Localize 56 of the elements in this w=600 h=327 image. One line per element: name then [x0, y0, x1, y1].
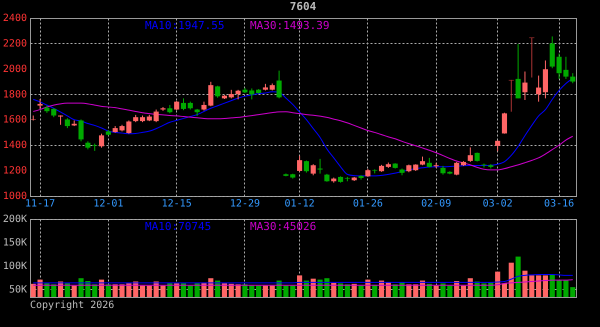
text: MA30:1493.39	[250, 19, 330, 32]
chart-title: 7604	[290, 0, 317, 13]
candlestick	[236, 89, 241, 100]
candlestick	[516, 44, 521, 99]
y-tick-label: 50K	[8, 284, 27, 296]
x-tick-label: 11-17	[25, 198, 56, 210]
candlestick	[30, 115, 36, 121]
candlestick	[542, 60, 548, 99]
y-tick-label: 150K	[2, 237, 27, 248]
candlestick	[174, 100, 180, 111]
x-tick-label: 12-01	[93, 198, 124, 210]
candlestick	[276, 70, 282, 99]
candlestick	[78, 118, 84, 142]
candlestick	[304, 160, 309, 174]
text: MA30:45026	[250, 220, 316, 233]
candlestick	[58, 114, 64, 126]
candlestick	[468, 146, 473, 162]
y-tick-label: 1400	[2, 140, 27, 152]
candlestick	[215, 85, 220, 98]
candlestick	[426, 157, 432, 168]
line-series	[32, 274, 574, 284]
candlestick	[297, 155, 302, 172]
text: MA10:1947.55	[145, 19, 224, 32]
candlestick	[536, 75, 542, 102]
candlestick	[180, 98, 186, 111]
x-tick-label: 03-16	[544, 198, 574, 210]
x-tick-label: 01-12	[284, 198, 315, 210]
y-tick-label: 1200	[2, 166, 27, 177]
x-tick-label: 12-29	[230, 198, 260, 210]
y-tick-label: 2400	[2, 13, 27, 24]
candlestick	[563, 56, 568, 80]
candlestick	[495, 140, 500, 152]
y-tick-label: 1000	[2, 191, 27, 202]
x-tick-label: 01-26	[352, 198, 383, 210]
x-tick-label: 02-09	[421, 198, 452, 210]
y-tick-label: 200K	[2, 214, 27, 225]
candlestick	[310, 164, 316, 176]
candlestick	[64, 118, 70, 129]
candlestick	[454, 161, 460, 176]
text: Copyright 2026	[30, 300, 114, 311]
y-tick-label: 1600	[2, 114, 27, 126]
x-tick-label: 12-15	[162, 198, 192, 210]
candlestick	[522, 71, 528, 101]
candlestick	[474, 152, 480, 162]
line-series	[32, 102, 574, 170]
candlestick	[502, 112, 508, 134]
y-tick-label: 1800	[2, 89, 27, 100]
text: MA10:70745	[145, 220, 212, 233]
y-tick-label: 2000	[2, 64, 27, 75]
x-tick-label: 03-02	[482, 198, 513, 210]
candlestick	[98, 133, 104, 148]
y-tick-label: 100K	[2, 260, 27, 272]
y-tick-label: 2200	[2, 38, 27, 50]
candlestick	[318, 158, 323, 174]
candlestick	[570, 72, 576, 84]
candlestick	[126, 120, 132, 134]
